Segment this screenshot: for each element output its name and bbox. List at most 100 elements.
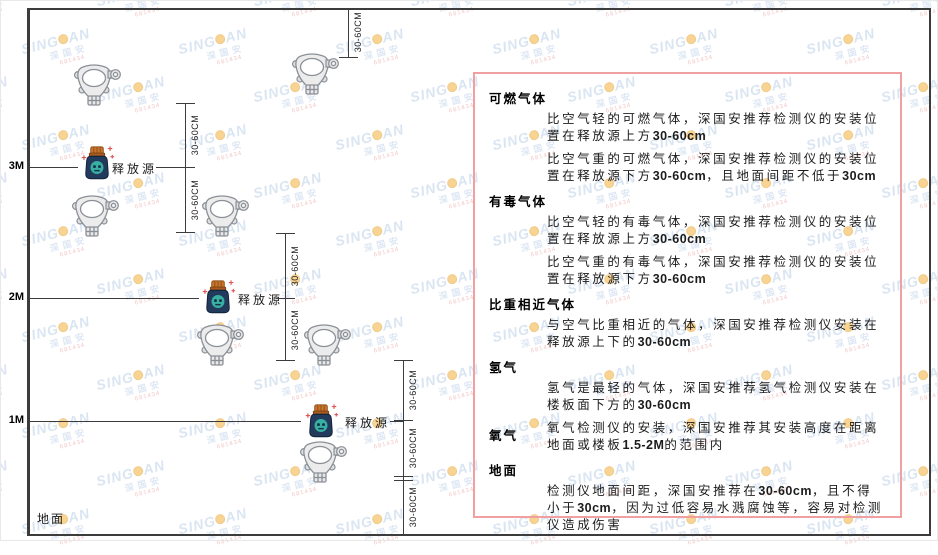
brand-chinese-name: 深国安 bbox=[0, 186, 8, 206]
panel-sections: 可燃气体 比空气轻的可燃气体，深国安推荐检测仪的安装位置在释放源上方30-60cm… bbox=[475, 74, 900, 546]
dimension-label: 30-60CM bbox=[408, 486, 418, 528]
brand-dot-icon bbox=[917, 465, 930, 478]
height-label: 1M bbox=[8, 414, 24, 426]
panel-paragraph: 氢气是最轻的气体，深国安推荐氢气检测仪安装在楼板面下方的30-60cm bbox=[547, 381, 880, 412]
brand-dot-icon bbox=[842, 33, 855, 46]
brand-text-left: SING bbox=[251, 80, 293, 106]
brand-chinese-name: 深国安 bbox=[362, 522, 404, 542]
brand-text-right: AN bbox=[380, 312, 406, 334]
brand-chinese-name: 深国安 bbox=[908, 282, 938, 302]
brand-chinese-name: 深国安 bbox=[362, 330, 404, 350]
height-line bbox=[156, 167, 185, 168]
panel-paragraph: 与空气比重相近的气体，深国安推荐检测仪安装在释放源上下的30-60cm bbox=[547, 318, 880, 349]
brand-chinese-name: 深国安 bbox=[280, 378, 322, 398]
brand-code: 681434 bbox=[291, 198, 318, 211]
dimension-tick bbox=[176, 232, 195, 233]
brand-dot-icon bbox=[57, 321, 70, 334]
brand-dot-icon bbox=[289, 177, 302, 190]
brand-code: 681434 bbox=[216, 438, 243, 451]
brand-dot-icon bbox=[57, 33, 70, 46]
brand-dot-icon bbox=[132, 273, 145, 286]
dimension-tick bbox=[339, 57, 358, 58]
brand-dot-icon bbox=[214, 513, 227, 526]
brand-text-right: AN bbox=[223, 120, 249, 142]
brand-text-right: AN bbox=[0, 456, 10, 478]
height-line bbox=[28, 421, 301, 422]
brand-dot-icon bbox=[289, 369, 302, 382]
brand-dot-icon bbox=[132, 177, 145, 190]
dimension-line bbox=[348, 8, 349, 57]
panel-paragraph: 比空气重的可燃气体，深国安推荐检测仪的安装位置在释放源下方30-60cm，且地面… bbox=[547, 152, 880, 183]
dimension-tick bbox=[394, 360, 413, 361]
brand-text-right: AN bbox=[141, 264, 167, 286]
brand-text-left: SING bbox=[176, 32, 218, 58]
brand-dot-icon bbox=[132, 369, 145, 382]
brand-chinese-name: 深国安 bbox=[908, 474, 938, 494]
dimension-label: 30-60CM bbox=[290, 309, 300, 351]
brand-text-right: AN bbox=[141, 72, 167, 94]
gas-detector-icon bbox=[69, 193, 119, 237]
brand-dot-icon bbox=[57, 225, 70, 238]
brand-code: 681434 bbox=[530, 54, 557, 67]
gas-detector-icon bbox=[71, 62, 121, 106]
brand-dot-icon bbox=[528, 33, 541, 46]
brand-text-left: SING bbox=[94, 272, 136, 298]
dimension-tick bbox=[394, 535, 413, 536]
brand-text-right: AN bbox=[66, 504, 92, 526]
brand-text-right: AN bbox=[380, 504, 406, 526]
height-line bbox=[28, 167, 78, 168]
brand-code: 681434 bbox=[291, 390, 318, 403]
brand-dot-icon bbox=[446, 369, 459, 382]
brand-dot-icon bbox=[57, 129, 70, 142]
brand-dot-icon bbox=[371, 225, 384, 238]
brand-text-right: AN bbox=[380, 120, 406, 142]
brand-chinese-name: 深国安 bbox=[519, 42, 561, 62]
brand-text-left: SING bbox=[251, 176, 293, 202]
height-label: 3M bbox=[8, 160, 24, 172]
brand-code: 681434 bbox=[373, 246, 400, 259]
brand-dot-icon bbox=[214, 417, 227, 430]
brand-text-right: AN bbox=[298, 264, 324, 286]
ceiling-line bbox=[28, 8, 930, 10]
brand-dot-icon bbox=[371, 513, 384, 526]
brand-dot-icon bbox=[685, 33, 698, 46]
panel-heading: 地面 bbox=[489, 464, 519, 478]
gas-detector-icon bbox=[297, 439, 347, 483]
brand-dot-icon bbox=[446, 465, 459, 478]
brand-text-left: SING bbox=[251, 464, 293, 490]
brand-text-left: SING bbox=[333, 128, 375, 154]
brand-chinese-name: 深国安 bbox=[362, 42, 404, 62]
brand-text-right: AN bbox=[223, 24, 249, 46]
brand-code: 681434 bbox=[134, 486, 161, 499]
panel-paragraph: 氧气检测仪的安装，深国安推荐其安装高度在距离地面或楼板1.5-2M的范围内 bbox=[547, 421, 880, 452]
brand-text-left: SING bbox=[251, 368, 293, 394]
release-source-label: 释放源 bbox=[345, 416, 391, 430]
gas-detector-icon bbox=[194, 322, 244, 366]
dimension-tick bbox=[276, 360, 295, 361]
floor-line bbox=[28, 534, 930, 536]
brand-dot-icon bbox=[446, 273, 459, 286]
brand-chinese-name: 深国安 bbox=[908, 378, 938, 398]
brand-dot-icon bbox=[214, 129, 227, 142]
brand-chinese-name: 深国安 bbox=[362, 138, 404, 158]
release-source-icon bbox=[79, 143, 115, 183]
